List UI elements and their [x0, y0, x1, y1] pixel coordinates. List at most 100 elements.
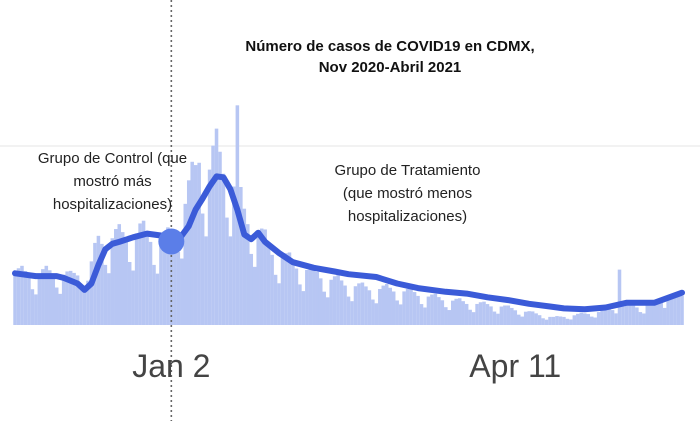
bar — [301, 291, 306, 325]
bar — [41, 269, 45, 325]
bar — [127, 262, 132, 325]
bar — [186, 180, 191, 325]
bar — [457, 298, 462, 325]
bar — [405, 288, 410, 325]
bar — [461, 301, 465, 325]
bar — [579, 312, 584, 325]
bar — [259, 228, 264, 325]
bar — [628, 303, 632, 325]
bar — [82, 290, 87, 325]
bar — [325, 297, 330, 325]
bar — [350, 301, 354, 325]
bar — [322, 291, 326, 325]
bar — [159, 239, 163, 325]
bar — [517, 314, 521, 325]
bar — [416, 295, 420, 325]
bar — [86, 280, 90, 325]
bar — [419, 304, 424, 325]
annotation-treatment-line: (que mostró menos — [342, 185, 473, 202]
bar — [572, 315, 577, 325]
bar — [371, 299, 375, 325]
bar — [173, 232, 177, 325]
bar — [423, 307, 427, 325]
bar — [266, 242, 271, 325]
bar — [454, 298, 458, 325]
bar — [589, 316, 594, 325]
bar — [610, 310, 615, 325]
bar — [569, 319, 573, 325]
bar — [72, 272, 76, 325]
bar — [353, 286, 358, 325]
bar — [673, 294, 677, 325]
bar — [635, 307, 639, 325]
bar — [207, 169, 212, 325]
bar — [315, 271, 320, 325]
bar — [409, 288, 413, 325]
bar — [339, 280, 344, 325]
bar — [506, 305, 511, 325]
bar — [225, 217, 229, 325]
bar — [662, 307, 667, 325]
bar — [489, 306, 493, 325]
bar — [631, 305, 636, 325]
bar — [287, 252, 292, 325]
bar — [134, 233, 139, 325]
bar — [117, 224, 122, 325]
bar — [155, 273, 160, 325]
bar — [58, 293, 62, 325]
bar — [318, 278, 323, 325]
bar — [93, 242, 97, 325]
bar — [96, 235, 101, 325]
bar — [402, 291, 406, 325]
bar — [246, 224, 250, 325]
bar — [603, 309, 608, 325]
bar — [249, 253, 254, 325]
bar — [600, 310, 604, 325]
bar — [270, 254, 274, 325]
bar — [162, 231, 167, 325]
bar — [412, 292, 417, 325]
annotation-treatment-group: Grupo de Tratamiento (que mostró menos h… — [305, 159, 510, 228]
bar — [277, 283, 281, 325]
chart-title-line1: Número de casos de COVID19 en CDMX, — [245, 38, 535, 55]
bar — [256, 232, 260, 325]
bar — [555, 316, 559, 325]
bar — [614, 313, 618, 325]
bar — [221, 173, 226, 325]
bar — [659, 302, 663, 325]
bar — [114, 229, 118, 325]
bar — [141, 220, 146, 325]
bar — [384, 284, 389, 325]
bar — [447, 310, 452, 325]
bar — [190, 161, 194, 325]
bar — [548, 316, 552, 325]
bar — [65, 271, 69, 325]
bar — [183, 203, 188, 325]
bar — [20, 265, 24, 325]
bar — [89, 261, 94, 325]
bar — [145, 231, 149, 325]
bar — [27, 276, 31, 325]
bar — [176, 251, 181, 325]
bar — [204, 236, 208, 325]
bar — [450, 300, 455, 325]
bar — [252, 266, 257, 325]
bar — [565, 318, 570, 325]
bar — [131, 270, 135, 325]
bar — [433, 293, 438, 325]
bar — [541, 318, 545, 325]
bar — [527, 311, 531, 325]
bar — [596, 312, 601, 325]
bar — [357, 283, 361, 325]
bar — [510, 307, 514, 325]
bar — [444, 307, 448, 325]
bar — [197, 162, 201, 325]
bar — [645, 305, 650, 325]
bar — [485, 304, 490, 325]
bar — [336, 275, 340, 325]
x-tick-label: Apr 11 — [469, 348, 562, 384]
bar — [37, 274, 42, 325]
bar — [475, 303, 479, 325]
bar — [638, 312, 643, 325]
bar — [68, 270, 73, 325]
